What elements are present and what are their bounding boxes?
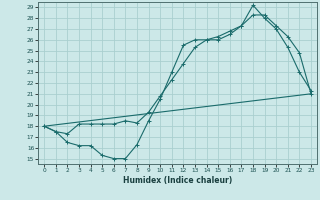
X-axis label: Humidex (Indice chaleur): Humidex (Indice chaleur) <box>123 176 232 185</box>
